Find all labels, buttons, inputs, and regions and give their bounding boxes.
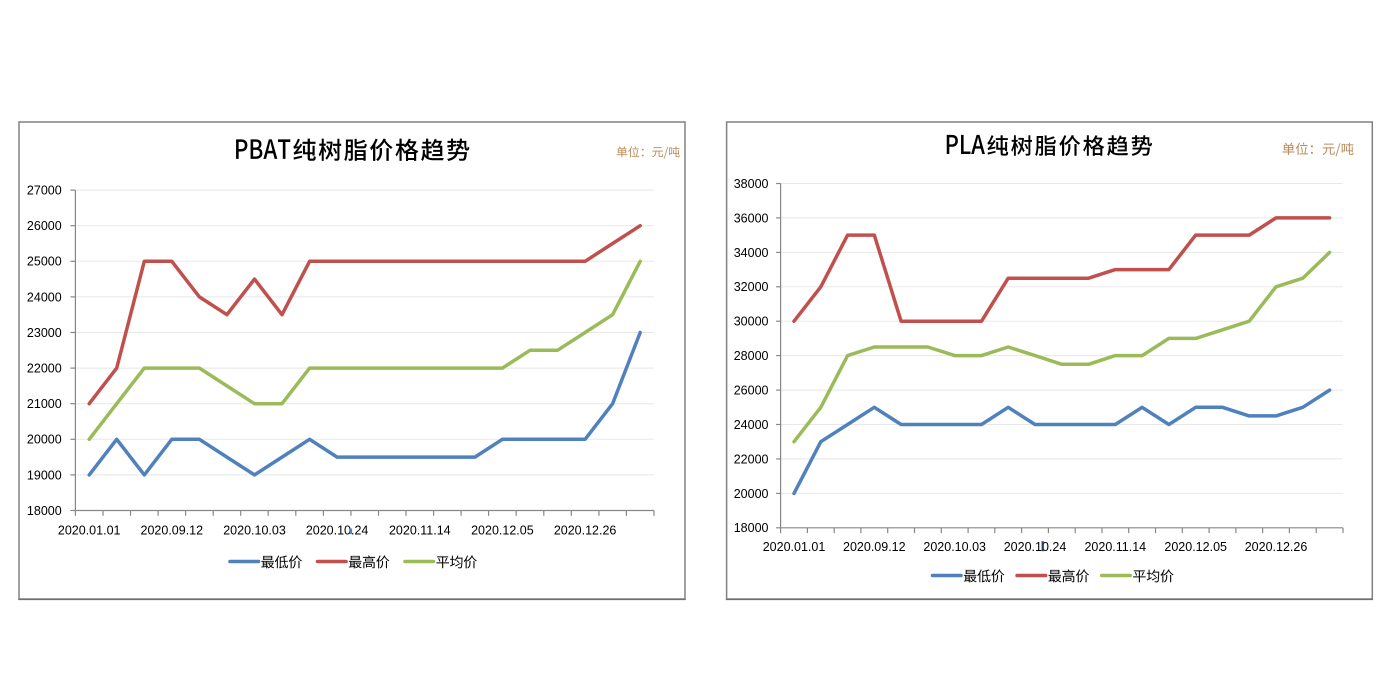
svg-text:2020.12.26: 2020.12.26 [554,524,617,538]
svg-text:36000: 36000 [734,211,769,225]
svg-text:26000: 26000 [734,384,769,398]
svg-text:2020.10.03: 2020.10.03 [923,540,986,554]
svg-text:2020.10.24: 2020.10.24 [306,524,369,538]
svg-text:25000: 25000 [27,255,62,269]
svg-text:26000: 26000 [27,219,62,233]
svg-text:2020.10.24: 2020.10.24 [1004,540,1067,554]
svg-text:2020.01.01: 2020.01.01 [58,524,121,538]
svg-text:2020.09.12: 2020.09.12 [141,524,204,538]
svg-text:19000: 19000 [27,468,62,482]
svg-text:23000: 23000 [27,326,62,340]
svg-text:2020.10.03: 2020.10.03 [223,524,286,538]
svg-text:2020.12.05: 2020.12.05 [1164,540,1227,554]
svg-text:2020.12.26: 2020.12.26 [1245,540,1308,554]
svg-text:22000: 22000 [27,362,62,376]
svg-text:2020.11.14: 2020.11.14 [1084,540,1146,554]
svg-text:2020.11.14: 2020.11.14 [389,524,451,538]
svg-text:30000: 30000 [734,315,769,329]
svg-text:2020.01.01: 2020.01.01 [763,540,826,554]
svg-text:38000: 38000 [734,177,769,191]
svg-text:18000: 18000 [27,504,62,518]
svg-text:20000: 20000 [27,433,62,447]
svg-text:27000: 27000 [27,184,62,198]
svg-text:2020.09.12: 2020.09.12 [843,540,906,554]
svg-text:21000: 21000 [27,397,62,411]
svg-text:34000: 34000 [734,246,769,260]
svg-text:24000: 24000 [27,290,62,304]
svg-text:20000: 20000 [734,487,769,501]
svg-text:32000: 32000 [734,280,769,294]
svg-text:22000: 22000 [734,452,769,466]
svg-text:2020.12.05: 2020.12.05 [471,524,534,538]
svg-text:24000: 24000 [734,418,769,432]
svg-text:28000: 28000 [734,349,769,363]
svg-text:18000: 18000 [734,521,769,535]
